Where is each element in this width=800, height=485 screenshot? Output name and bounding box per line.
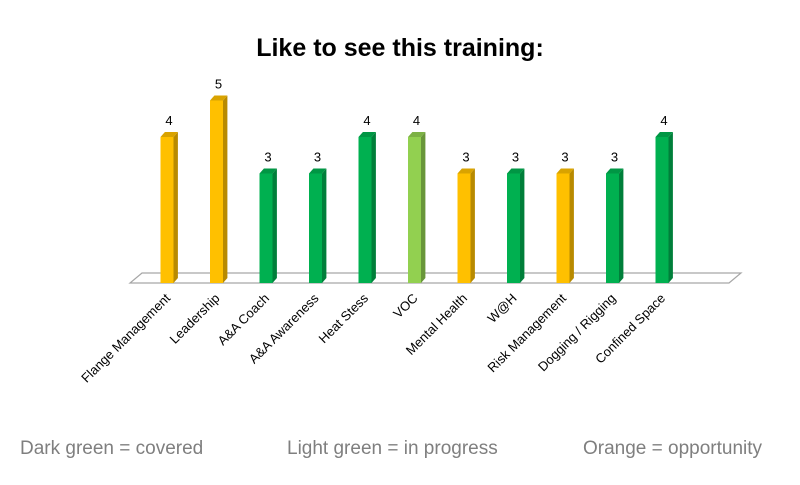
bar	[408, 137, 421, 283]
category-label: VOC	[390, 291, 421, 322]
bar-side	[569, 168, 574, 283]
bar-value-label: 5	[215, 77, 222, 92]
bar-value-label: 4	[413, 113, 420, 128]
chart-floor	[128, 272, 743, 284]
bar-side	[520, 168, 525, 283]
bar-top	[358, 132, 376, 137]
bar	[210, 100, 223, 283]
bar-side	[371, 132, 376, 283]
bar-top	[655, 132, 673, 137]
bar	[457, 173, 471, 283]
bar	[259, 173, 273, 283]
category-label: Flange Management	[78, 290, 173, 385]
bar-top	[457, 168, 475, 174]
legend-note-in-progress: Light green = in progress	[287, 438, 498, 459]
bar-side	[322, 168, 327, 283]
bar	[606, 173, 619, 283]
bar	[556, 173, 570, 283]
bar-value-label: 3	[314, 150, 321, 165]
bar-side	[272, 168, 277, 283]
bar-top	[556, 168, 574, 174]
bar-value-label: 3	[462, 150, 469, 165]
bar-value-label: 4	[660, 113, 667, 128]
bar-top	[160, 132, 178, 137]
bar	[507, 173, 520, 283]
legend-note-covered: Dark green = covered	[20, 438, 204, 459]
bar-value-label: 3	[512, 150, 519, 165]
bar	[655, 137, 669, 283]
bar-side	[173, 132, 178, 283]
bar	[358, 137, 372, 283]
bar-top	[408, 132, 426, 137]
bar-top	[507, 168, 525, 174]
bar	[309, 173, 322, 283]
bar-value-label: 3	[561, 150, 568, 165]
category-label: Heat Stess	[316, 290, 372, 346]
bar-side	[668, 132, 673, 283]
bar-value-label: 3	[264, 150, 271, 165]
category-label: W@H	[484, 291, 519, 326]
bar-top	[606, 168, 624, 174]
bar-side	[421, 132, 426, 283]
bar-side	[619, 168, 624, 283]
bar-top	[210, 95, 228, 101]
legend-note-opportunity: Orange = opportunity	[583, 438, 763, 459]
bar-side	[223, 95, 228, 283]
bar-top	[309, 168, 327, 174]
chart-title: Like to see this training:	[256, 34, 544, 62]
bar	[160, 137, 174, 283]
bar-top	[259, 168, 277, 174]
bar-value-label: 4	[363, 113, 370, 128]
bar-side	[470, 168, 475, 283]
bar-value-label: 4	[165, 113, 172, 128]
bar-value-label: 3	[611, 150, 618, 165]
